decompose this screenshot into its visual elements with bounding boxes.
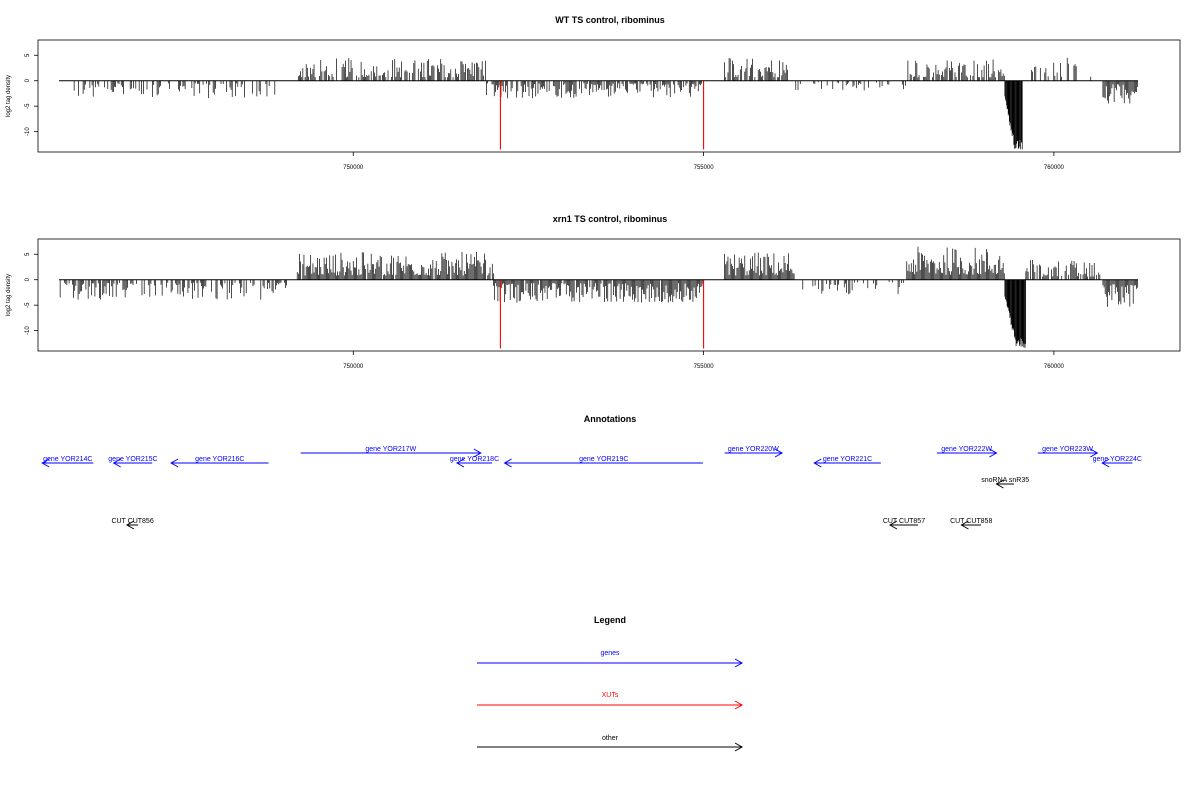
arrow-head-icon: [125, 520, 135, 530]
legend: Legend genes XUTs other: [477, 615, 744, 752]
feature-label: gene YOR220W: [728, 446, 779, 453]
wt-density-panel: WT TS control, ribominus log2 tag densit…: [6, 15, 1181, 171]
y-tick-label: 0: [25, 277, 31, 281]
y-axis-label: log2 tag density: [6, 75, 12, 117]
y-tick-label: 5: [25, 53, 31, 57]
y-tick-label: -5: [25, 302, 31, 308]
annotation-feature: gene YOR221C: [813, 456, 881, 468]
annotations-track: Annotations gene YOR214C gene YOR215C gene…: [41, 414, 1142, 530]
annotation-feature: gene YOR222W: [936, 446, 998, 458]
arrow-head-icon: [813, 458, 822, 468]
arrow-head-icon: [774, 448, 784, 458]
annotation-feature: gene YOR223W: [1037, 446, 1099, 458]
plot-frame: [37, 39, 1181, 153]
arrow-head-icon: [734, 742, 744, 752]
xut-markers: [499, 80, 705, 150]
x-axis: 750000 755000 760000: [343, 152, 1065, 171]
x-axis: 750000 755000 760000: [343, 351, 1065, 370]
annotation-feature: gene YOR218C: [450, 456, 499, 468]
y-axis: 5 0 -5 -10: [25, 53, 38, 136]
feature-label: CUT CUT858: [950, 518, 992, 525]
panel-title: WT TS control, ribominus: [555, 15, 665, 25]
feature-label: gene YOR222W: [941, 446, 992, 453]
panel-title: xrn1 TS control, ribominus: [553, 214, 668, 224]
arrow-head-icon: [455, 458, 465, 468]
feature-label: gene YOR218C: [450, 456, 499, 463]
density-bars: [59, 246, 1139, 348]
arrow-head-icon: [960, 520, 969, 530]
legend-label: genes: [600, 650, 620, 657]
feature-label: gene YOR216C: [195, 456, 244, 463]
arrow-head-icon: [1101, 458, 1110, 468]
feature-list: gene YOR214C gene YOR215C gene YOR216C gene…: [41, 446, 1142, 530]
arrow-head-icon: [989, 448, 998, 458]
xut-markers: [499, 279, 705, 349]
feature-label: CUT CUT856: [111, 518, 153, 525]
x-tick-label: 760000: [1044, 165, 1065, 171]
x-tick-label: 750000: [343, 165, 364, 171]
annotation-feature: gene YOR220W: [724, 446, 784, 458]
annotation-feature: gene YOR216C: [170, 456, 269, 468]
legend-item-genes: genes: [477, 650, 744, 668]
y-tick-label: 5: [25, 252, 31, 256]
feature-label: gene YOR224C: [1093, 456, 1142, 463]
annotations-title: Annotations: [584, 414, 637, 424]
x-tick-label: 755000: [694, 165, 715, 171]
plot-frame: [37, 238, 1181, 352]
annotation-feature: snoRNA snR35: [981, 477, 1029, 489]
x-tick-label: 755000: [694, 364, 715, 370]
y-tick-label: -5: [25, 103, 31, 109]
arrow-head-icon: [1090, 448, 1099, 458]
legend-label: XUTs: [602, 692, 619, 699]
feature-label: snoRNA snR35: [981, 477, 1029, 484]
y-axis-label: log2 tag density: [6, 274, 12, 316]
y-axis: 5 0 -5 -10: [25, 252, 38, 335]
annotation-feature: gene YOR215C: [108, 456, 158, 468]
feature-label: gene YOR217W: [365, 446, 416, 453]
y-tick-label: -10: [25, 326, 31, 335]
legend-title: Legend: [594, 615, 626, 625]
annotation-feature: gene YOR219C: [503, 456, 703, 468]
arrow-head-icon: [112, 458, 121, 468]
x-tick-label: 760000: [1044, 364, 1065, 370]
feature-label: gene YOR214C: [43, 456, 92, 463]
xrn1-density-panel: xrn1 TS control, ribominus log2 tag dens…: [6, 214, 1181, 370]
annotation-feature: CUT CUT856: [111, 518, 154, 530]
arrow-head-icon: [41, 458, 50, 468]
annotation-feature: gene YOR217W: [300, 446, 482, 458]
density-bars: [73, 57, 1139, 150]
feature-label: gene YOR215C: [108, 456, 157, 463]
arrow-head-icon: [170, 458, 179, 468]
arrow-head-icon: [503, 458, 512, 468]
y-tick-label: -10: [25, 127, 31, 136]
annotation-feature: gene YOR214C: [41, 456, 94, 468]
annotation-feature: CUT CUT857: [883, 518, 925, 530]
annotation-feature: gene YOR224C: [1093, 456, 1142, 468]
y-tick-label: 0: [25, 78, 31, 82]
legend-label: other: [602, 735, 619, 742]
feature-label: gene YOR223W: [1042, 446, 1093, 453]
x-tick-label: 750000: [343, 364, 364, 370]
feature-label: CUT CUT857: [883, 518, 925, 525]
arrow-head-icon: [888, 520, 898, 530]
legend-item-xuts: XUTs: [477, 692, 744, 710]
legend-item-other: other: [477, 735, 744, 752]
feature-label: gene YOR221C: [823, 456, 872, 463]
arrow-head-icon: [995, 479, 1004, 489]
arrow-head-icon: [734, 700, 744, 710]
annotation-feature: CUT CUT858: [950, 518, 992, 530]
feature-label: gene YOR219C: [579, 456, 628, 463]
arrow-head-icon: [734, 658, 744, 668]
arrow-head-icon: [473, 448, 482, 458]
